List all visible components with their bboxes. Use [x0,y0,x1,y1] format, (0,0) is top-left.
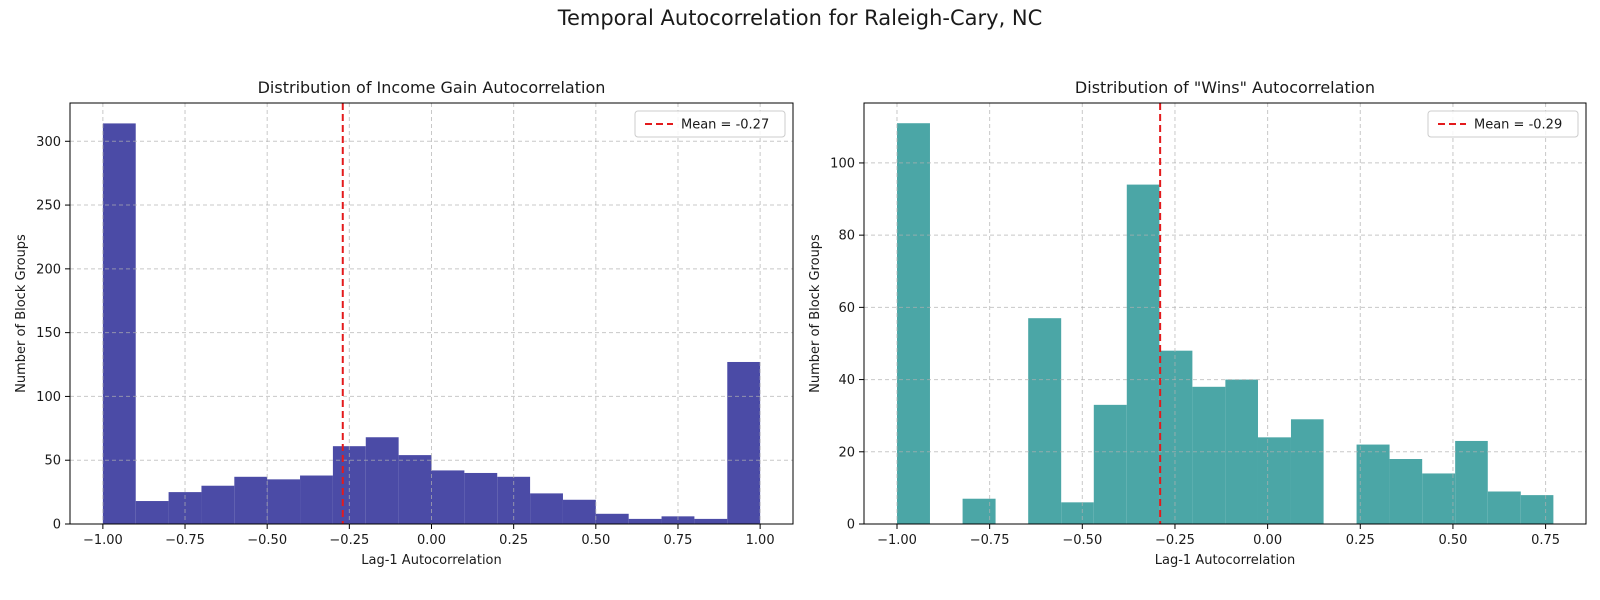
histogram-bar [694,518,728,524]
histogram-bar [1061,502,1094,524]
y-tick-label: 200 [36,262,61,277]
x-tick-label: 0.75 [664,533,693,548]
y-tick-label: 300 [36,135,61,150]
histogram-bar [201,485,235,524]
histogram-bar [1455,440,1488,524]
axes-frame [863,102,1587,525]
legend-box [1427,110,1579,138]
histogram-bar [267,479,301,524]
x-axis-label: Lag-1 Autocorrelation [361,553,502,568]
histogram-bar [1520,495,1554,524]
y-axis-label: Number of Block Groups [808,234,823,393]
x-tick-label: −1.00 [877,533,917,548]
histogram-bar [896,123,930,525]
histogram-bar [365,437,399,524]
y-tick-label: 250 [36,199,61,214]
histogram-bar [1159,350,1193,524]
x-tick-label: 0.75 [1531,533,1560,548]
x-tick-label: 1.00 [746,533,775,548]
y-axis-label: Number of Block Groups [14,234,29,393]
histogram-bar [300,475,333,524]
histogram-bar [1093,404,1127,524]
y-tick-label: 80 [838,229,855,244]
x-tick-label: 0.25 [499,533,528,548]
histogram-bar [1487,491,1521,524]
legend-box [634,110,786,138]
y-tick-label: 60 [838,301,855,316]
x-tick-label: −0.75 [165,533,205,548]
figure-title: Temporal Autocorrelation for Raleigh-Car… [557,6,1043,30]
histogram-bar [1126,184,1160,524]
histogram-bar [398,455,432,524]
x-tick-label: 0.25 [1346,533,1375,548]
x-tick-label: −0.25 [1155,533,1195,548]
legend: Mean = -0.29 [1427,110,1579,138]
histogram-bar [431,470,465,524]
y-tick-label: 150 [36,326,61,341]
x-tick-label: 0.50 [581,533,610,548]
histogram-bar [530,493,563,524]
panel-title: Distribution of "Wins" Autocorrelation [1075,78,1375,97]
histogram-bar [1028,318,1062,524]
y-tick-label: 50 [44,454,61,469]
y-tick-label: 40 [838,373,855,388]
y-tick-label: 20 [838,445,855,460]
x-tick-label: 0.50 [1438,533,1467,548]
x-axis-label: Lag-1 Autocorrelation [1155,553,1296,568]
y-tick-label: 100 [36,390,61,405]
histogram-bar [661,516,695,524]
legend: Mean = -0.27 [634,110,786,138]
x-tick-label: 0.00 [1253,533,1282,548]
x-tick-label: −0.50 [1062,533,1102,548]
x-tick-label: −0.25 [329,533,369,548]
legend-label: Mean = -0.29 [1474,118,1562,133]
histogram-bar [962,498,996,524]
histogram-bar [1290,419,1324,524]
histogram-bar [1257,437,1291,524]
histogram-bar [628,518,662,524]
histogram-bar [464,472,498,524]
y-tick-label: 0 [847,518,855,533]
y-tick-label: 100 [830,156,855,171]
histogram-bar [102,123,136,525]
histogram-bar [1356,444,1390,524]
x-tick-label: −0.75 [970,533,1010,548]
histogram-bar [562,499,596,524]
histogram-bar [135,501,169,524]
histogram-bar [1422,473,1456,524]
histogram-bar [727,361,761,524]
income-gain-histogram: −1.00 −0.75 −0.50 −0.25 0.00 0.25 0.50 0.75 1.00… [14,78,794,568]
histogram-bar [1389,459,1423,524]
wins-histogram: −1.00 −0.75 −0.50 −0.25 0.00 0.25 0.50 0.75 0 20 4… [808,78,1587,568]
histogram-bar [234,476,268,524]
x-tick-label: −1.00 [83,533,123,548]
legend-label: Mean = -0.27 [681,118,769,133]
histogram-bar [1192,386,1226,524]
histogram-bar [595,513,629,524]
x-tick-label: −0.50 [247,533,287,548]
y-tick-label: 0 [53,518,61,533]
panel-title: Distribution of Income Gain Autocorrelat… [258,78,606,97]
x-tick-label: 0.00 [417,533,446,548]
